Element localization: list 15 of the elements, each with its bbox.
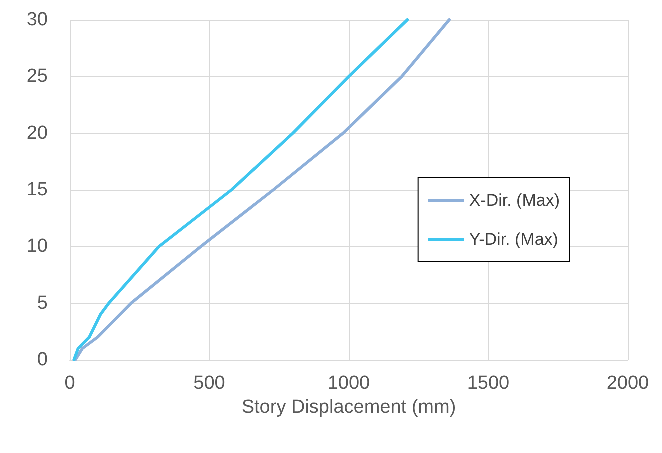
x-tick-label: 0 xyxy=(64,373,76,394)
x-tick-label: 500 xyxy=(194,373,226,394)
x-tick-label: 1500 xyxy=(467,373,510,394)
y-tick-label: 30 xyxy=(26,10,48,30)
y-tick-label: 15 xyxy=(26,180,48,200)
x-tick-label: 1000 xyxy=(328,373,370,394)
legend-label: X-Dir. (Max) xyxy=(469,191,560,210)
y-tick-label: 20 xyxy=(26,122,48,144)
x-tick-label: 2000 xyxy=(606,373,650,394)
y-tick-label: 25 xyxy=(26,66,48,88)
y-tick-label: 0 xyxy=(37,350,48,370)
x-axis-title: Story Displacement (mm) xyxy=(242,396,456,418)
legend-label: Y-Dir. (Max) xyxy=(469,230,558,249)
y-tick-label: 10 xyxy=(26,236,48,258)
y-tick-label: 5 xyxy=(37,292,48,314)
